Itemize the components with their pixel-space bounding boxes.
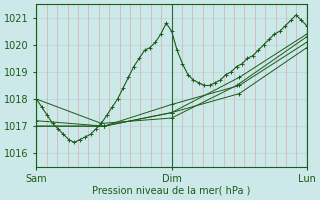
X-axis label: Pression niveau de la mer( hPa ): Pression niveau de la mer( hPa )	[92, 186, 251, 196]
